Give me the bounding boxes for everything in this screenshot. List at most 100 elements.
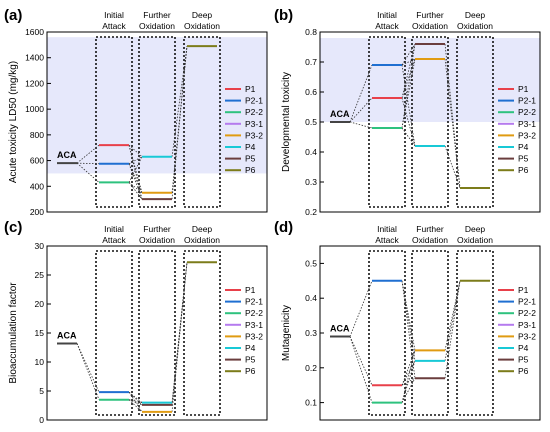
plot-frame [319,245,541,421]
pathway-connector [171,46,188,193]
pathway-connector [401,58,416,99]
legend-label: P6 [518,165,529,175]
y-tick-label: 10 [35,357,45,367]
stage-box [456,250,494,416]
legend-label: P2-1 [518,297,536,307]
panel-letter: (a) [4,7,22,24]
pathway-connector [401,127,416,147]
plot-frame [46,245,268,421]
y-tick-label: 0.8 [305,27,317,37]
stage-label: Deep [192,10,213,20]
stage-label: Oxidation [184,235,220,245]
stage-label: Oxidation [184,21,220,31]
start-label: ACA [330,109,350,119]
y-tick-label: 1000 [25,104,44,114]
y-tick-label: 25 [35,270,45,280]
stage-label: Further [416,10,444,20]
pathway-connector [349,336,373,403]
legend-label: P3-1 [518,119,536,129]
pathway-connector [444,58,461,189]
pathway-connector [128,391,143,413]
pathway-connector [128,391,143,406]
y-tick-label: 0.5 [305,117,317,127]
pathway-connector [128,156,143,165]
pathway-connector [444,280,461,379]
pathway-connector [401,280,416,351]
plot-frame [46,31,268,213]
stage-box [183,36,221,208]
y-tick-label: 0.1 [305,398,317,408]
pathway-connector [401,43,416,129]
y-tick-label: 0.3 [305,177,317,187]
y-tick-label: 30 [35,241,45,251]
stage-label: Attack [375,235,399,245]
pathway-connector [349,280,373,337]
y-tick-label: 5 [39,386,44,396]
legend-label: P2-1 [518,96,536,106]
y-tick-label: 15 [35,328,45,338]
stage-label: Further [143,10,171,20]
legend-label: P1 [518,84,529,94]
stage-box [456,36,494,208]
stage-label: Oxidation [139,21,175,31]
pathway-connector [76,162,100,165]
legend-label: P4 [518,142,529,152]
pathway-connector [401,97,416,147]
pathway-connector [401,280,416,379]
pathway-connector [401,58,416,66]
stage-label: Deep [192,224,213,234]
y-tick-label: 0.2 [305,207,317,217]
legend-label: P6 [245,165,256,175]
pathway-connector [128,399,143,403]
y-tick-label: 800 [30,130,44,140]
legend-label: P6 [245,366,256,376]
pathway-connector [444,145,461,189]
stage-label: Attack [375,21,399,31]
stage-label: Attack [102,235,126,245]
legend-label: P1 [245,285,256,295]
y-tick-label: 600 [30,156,44,166]
y-tick-label: 0 [39,415,44,425]
y-tick-label: 1200 [25,78,44,88]
legend-label: P3-1 [245,119,263,129]
legend-label: P1 [245,84,256,94]
chart-panel: InitialAttackFurtherOxidationDeepOxidati… [274,7,541,217]
pathway-connector [128,399,143,406]
pathway-connector [128,145,143,200]
stage-label: Oxidation [412,21,448,31]
y-axis-label: Mutagenicity [281,305,292,361]
stage-label: Attack [102,21,126,31]
stage-label: Oxidation [457,235,493,245]
legend-label: P2-2 [518,308,536,318]
stage-label: Oxidation [457,21,493,31]
legend-label: P2-2 [518,107,536,117]
y-axis-label: Acute toxicity LD50 (mg/kg) [8,61,19,183]
legend-label: P3-1 [518,320,536,330]
legend-label: P4 [518,343,529,353]
pathway-connector [401,43,416,66]
shaded-band [320,38,540,122]
pathway-connector [128,163,143,193]
pathway-connector [128,145,143,193]
y-tick-label: 200 [30,207,44,217]
stage-box [411,36,449,208]
legend-label: P4 [245,142,256,152]
chart-panel: InitialAttackFurtherOxidationDeepOxidati… [4,7,268,217]
legend-label: P5 [518,154,529,164]
legend-label: P3-2 [245,331,263,341]
y-tick-label: 400 [30,181,44,191]
pathway-connector [128,163,143,200]
y-axis-label: Bioaccumulation factor [8,282,19,384]
pathway-connector [128,182,143,194]
stage-label: Oxidation [412,235,448,245]
y-axis-label: Developmental toxicity [281,72,292,172]
legend-label: P1 [518,285,529,295]
y-tick-label: 0.5 [305,258,317,268]
pathway-connector [76,162,100,183]
legend-label: P3-2 [245,130,263,140]
pathway-connector [401,360,416,403]
chart-panel: InitialAttackFurtherOxidationDeepOxidati… [4,219,268,425]
pathway-connector [171,262,188,412]
stage-label: Initial [104,224,124,234]
stage-label: Initial [377,224,397,234]
